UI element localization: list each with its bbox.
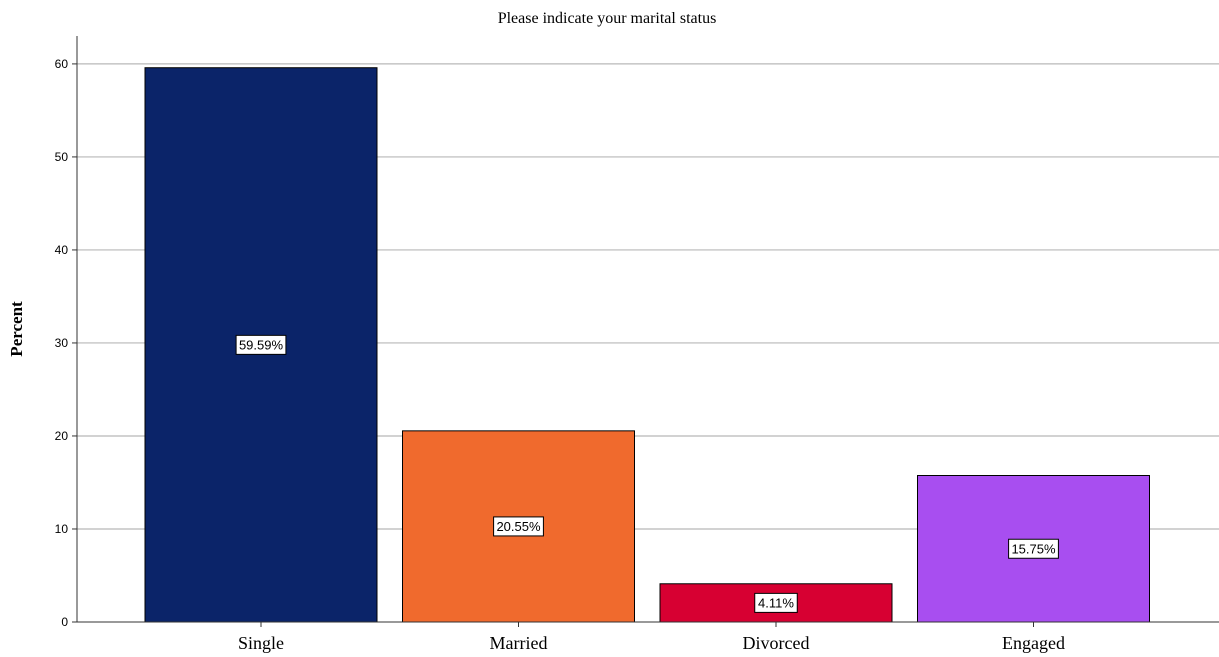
y-tick-label: 10 [55, 522, 69, 536]
x-tick-label: Divorced [743, 633, 810, 653]
y-axis-label: Percent [7, 301, 26, 357]
x-tick-label: Single [238, 633, 284, 653]
bars [144, 67, 1150, 623]
data-label-box [493, 516, 544, 537]
data-label: 4.11% [758, 595, 794, 610]
y-tick-label: 50 [55, 150, 69, 164]
data-label: 15.75% [1011, 541, 1056, 556]
data-label: 20.55% [496, 519, 541, 534]
data-label: 59.59% [239, 337, 284, 352]
y-tick-label: 40 [55, 243, 69, 257]
data-label-box [754, 592, 798, 613]
data-label-box [235, 334, 287, 355]
data-labels: 59.59% 20.55% 4.11% 15.75% [235, 334, 1059, 613]
axes [76, 36, 1219, 623]
y-tick-label: 20 [55, 429, 69, 443]
y-ticks: 0 10 20 30 40 50 60 [55, 57, 77, 629]
y-tick-label: 60 [55, 57, 69, 71]
x-tick-label: Engaged [1002, 633, 1065, 653]
data-label-box [1008, 538, 1059, 559]
x-tick-label: Married [490, 633, 548, 653]
x-ticks: Single Married Divorced Engaged [238, 622, 1065, 653]
y-tick-label: 0 [61, 615, 68, 629]
chart-title: Please indicate your marital status [498, 10, 717, 27]
y-tick-label: 30 [55, 336, 69, 350]
